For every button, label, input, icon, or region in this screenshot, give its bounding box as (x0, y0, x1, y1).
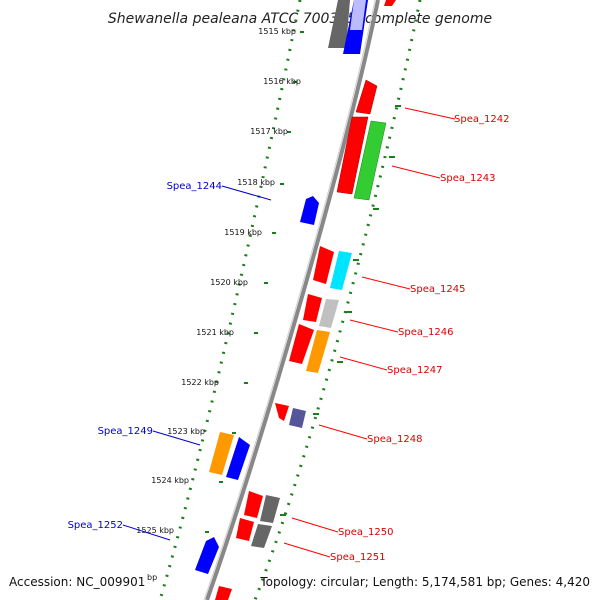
gene-feature-spea-1248[interactable] (289, 408, 306, 428)
gene-label-spea-1243[interactable]: Spea_1243 (440, 173, 495, 184)
gene-feature-spea-1251-red[interactable] (236, 518, 254, 541)
gene-feature-spea-1246-red[interactable] (303, 294, 322, 322)
gene-feature-top-lavender[interactable] (350, 0, 366, 30)
gene-label-spea-1250[interactable]: Spea_1250 (338, 527, 393, 538)
inner-scale-ring (253, 0, 422, 600)
scale-label-1524: 1524 kbp (151, 476, 189, 485)
edge-scale-fragment: bp (147, 573, 157, 582)
scale-label-1521: 1521 kbp (196, 328, 234, 337)
gene-label-spea-1246[interactable]: Spea_1246 (398, 327, 453, 338)
gene-label-spea-1244[interactable]: Spea_1244 (167, 181, 222, 192)
gene-feature-spea-1249[interactable] (226, 437, 250, 480)
gene-feature-spea-1247[interactable] (306, 330, 330, 373)
accession-text: Accession: NC_009901 (9, 575, 145, 589)
gene-label-spea-1242[interactable]: Spea_1242 (454, 114, 509, 125)
scale-label-1523: 1523 kbp (167, 427, 205, 436)
gene-feature-spea-1245[interactable] (330, 251, 352, 290)
gene-feature-spea-1250-red[interactable] (244, 491, 263, 518)
gene-feature-spea-1243-red[interactable] (336, 116, 369, 195)
gene-features (195, 0, 396, 600)
topology-text: Topology: circular; Length: 5,174,581 bp… (259, 575, 590, 589)
scale-label-1515: 1515 kbp (258, 27, 296, 36)
forward-leader-lines (283, 107, 456, 558)
gene-feature-spea-1248-red[interactable] (275, 403, 289, 421)
scale-ticks (205, 31, 401, 533)
gene-feature-top-grey[interactable] (328, 0, 350, 48)
scale-label-1522: 1522 kbp (181, 378, 219, 387)
gene-feature-spea-1251[interactable] (251, 524, 272, 548)
gene-feature-spea-1245-red[interactable] (313, 246, 334, 284)
gene-feature-spea-1244[interactable] (300, 196, 319, 225)
genome-title: Shewanella pealeana ATCC 700345, complet… (108, 11, 492, 27)
gene-feature-spea-1246[interactable] (319, 299, 339, 328)
scale-label-1518: 1518 kbp (237, 178, 275, 187)
outer-scale-ring (158, 0, 302, 600)
gene-feature-spea-1252[interactable] (195, 537, 219, 574)
gene-label-spea-1249[interactable]: Spea_1249 (98, 426, 153, 437)
scale-label-1517: 1517 kbp (250, 127, 288, 136)
gene-label-spea-1245[interactable]: Spea_1245 (410, 284, 465, 295)
scale-label-1520: 1520 kbp (210, 278, 248, 287)
gene-feature-spea-1242[interactable] (355, 79, 378, 115)
gene-label-spea-1247[interactable]: Spea_1247 (387, 365, 442, 376)
gene-feature-spea-1243[interactable] (353, 120, 387, 201)
gene-feature-bottom-red[interactable] (215, 586, 232, 600)
genome-backbone (205, 0, 380, 600)
scale-label-1519: 1519 kbp (224, 228, 262, 237)
gene-feature-spea-1249-orange[interactable] (209, 432, 234, 475)
gene-label-spea-1248[interactable]: Spea_1248 (367, 434, 422, 445)
gene-label-spea-1251[interactable]: Spea_1251 (330, 552, 385, 563)
reverse-leader-lines (122, 185, 272, 541)
gene-feature-spea-1247-red[interactable] (289, 324, 314, 364)
backbone-highlight (203, 0, 376, 600)
scale-label-1525: 1525 kbp (136, 526, 174, 535)
gene-label-spea-1252[interactable]: Spea_1252 (68, 520, 123, 531)
gene-feature-top-red[interactable] (384, 0, 396, 6)
gene-feature-spea-1250[interactable] (260, 495, 280, 523)
scale-label-1516: 1516 kbp (263, 77, 301, 86)
